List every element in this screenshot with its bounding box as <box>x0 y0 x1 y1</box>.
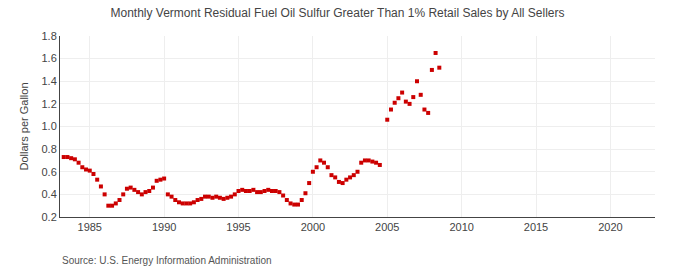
svg-text:1.6: 1.6 <box>42 52 57 64</box>
svg-text:0.4: 0.4 <box>42 188 57 200</box>
svg-text:1.8: 1.8 <box>42 30 57 42</box>
svg-text:Monthly Vermont Residual Fuel: Monthly Vermont Residual Fuel Oil Sulfur… <box>111 6 565 20</box>
svg-text:1.2: 1.2 <box>42 98 57 110</box>
svg-text:0.6: 0.6 <box>42 166 57 178</box>
svg-text:2005: 2005 <box>375 221 399 233</box>
svg-text:Dollars per Gallon: Dollars per Gallon <box>18 82 30 170</box>
svg-text:1995: 1995 <box>226 221 250 233</box>
svg-text:2020: 2020 <box>598 221 622 233</box>
svg-text:2010: 2010 <box>449 221 473 233</box>
svg-text:2000: 2000 <box>301 221 325 233</box>
svg-text:2015: 2015 <box>524 221 548 233</box>
svg-text:Source: U.S. Energy Informatio: Source: U.S. Energy Information Administ… <box>62 255 272 266</box>
svg-text:0.8: 0.8 <box>42 143 57 155</box>
svg-text:0.2: 0.2 <box>42 211 57 223</box>
svg-text:1.0: 1.0 <box>42 120 57 132</box>
svg-text:1990: 1990 <box>152 221 176 233</box>
svg-text:1.4: 1.4 <box>42 75 57 87</box>
svg-text:1985: 1985 <box>78 221 102 233</box>
